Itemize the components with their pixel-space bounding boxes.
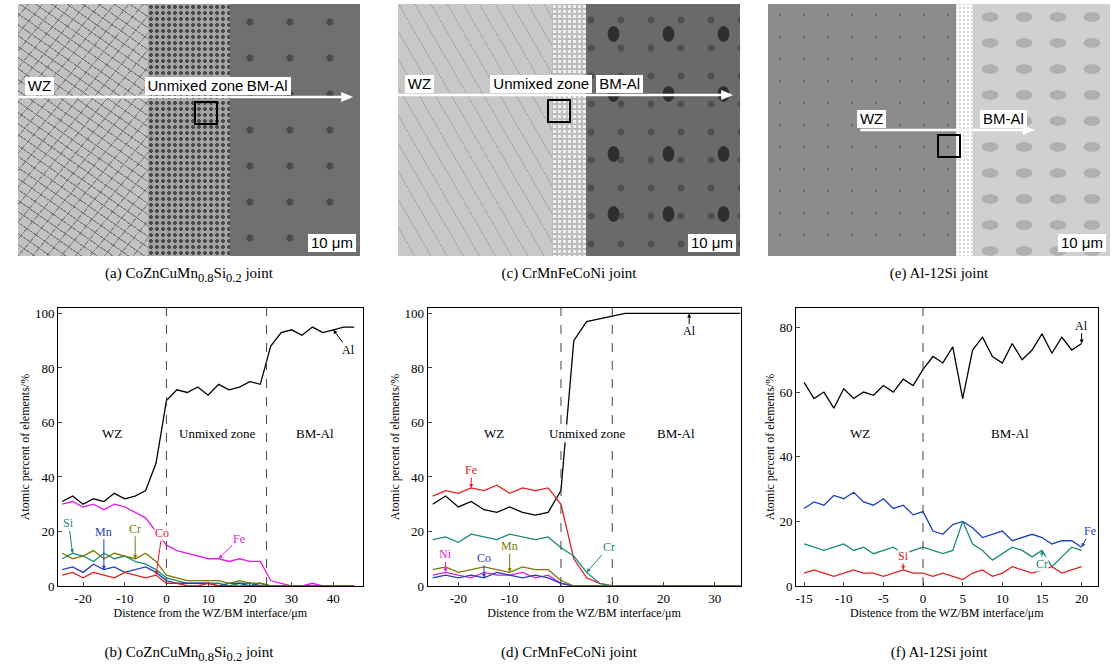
svg-text:Unmixed zone: Unmixed zone [179,426,255,441]
html-text:10 μm: 10 μm [691,234,733,251]
html-text:(c) CrMnFeCoNi joint: (c) CrMnFeCoNi joint [501,265,637,281]
svg-text:30: 30 [708,591,721,606]
svg-text:WZ: WZ [484,426,504,441]
html-text:(b) CoZnCuMn0.8Si0.2joint: (b) CoZnCuMn0.8Si0.2joint [104,644,274,664]
svg-text:-10: -10 [501,591,518,606]
svg-text:BM-Al: BM-Al [296,426,334,441]
svg-text:BM-Al: BM-Al [657,426,695,441]
svg-text:0: 0 [163,591,170,606]
svg-text:0: 0 [48,579,55,594]
svg-text:Mn: Mn [501,539,518,553]
html-text:(d) CrMnFeCoNi joint: (d) CrMnFeCoNi joint [501,644,637,660]
svg-text:0: 0 [786,579,793,594]
svg-text:-10: -10 [116,591,133,606]
svg-text:Distence from the WZ/BM interf: Distence from the WZ/BM interface/μm [487,606,681,620]
svg-text:100: 100 [405,306,425,321]
svg-text:60: 60 [41,415,54,430]
svg-text:Distence from the WZ/BM interf: Distence from the WZ/BM interface/μm [850,606,1044,620]
svg-text:WZ: WZ [102,426,122,441]
svg-text:10: 10 [996,591,1009,606]
svg-text:20: 20 [411,524,424,539]
svg-text:100: 100 [35,306,55,321]
svg-text:0: 0 [558,591,565,606]
svg-text:-20: -20 [450,591,467,606]
svg-text:Fe: Fe [1084,524,1096,538]
svg-text:Co: Co [155,526,169,540]
svg-text:Atomic percent of elements/%: Atomic percent of elements/% [388,374,402,520]
svg-text:Cr: Cr [129,522,141,536]
svg-text:Mn: Mn [95,525,112,539]
svg-text:Cr: Cr [1036,557,1048,571]
svg-text:80: 80 [411,361,424,376]
svg-text:20: 20 [41,524,54,539]
svg-text:Ni: Ni [439,547,452,561]
svg-text:-5: -5 [878,591,889,606]
svg-text:20: 20 [780,514,793,529]
svg-text:80: 80 [41,361,54,376]
svg-text:Al: Al [683,324,696,338]
html-text:Unmixed zone: Unmixed zone [493,75,590,92]
svg-text:40: 40 [41,470,54,485]
html-text:10 μm: 10 μm [311,234,353,251]
svg-text:60: 60 [411,415,424,430]
svg-text:WZ: WZ [850,426,870,441]
svg-text:Fe: Fe [465,463,477,477]
svg-text:BM-Al: BM-Al [991,426,1029,441]
svg-text:20: 20 [243,591,256,606]
svg-text:-20: -20 [74,591,91,606]
html-text:10 μm: 10 μm [1061,234,1103,251]
svg-text:Co: Co [477,551,491,565]
html-text:WZ: WZ [859,110,884,127]
svg-text:Si: Si [63,516,74,530]
html-text:(f) Al-12Si joint: (f) Al-12Si joint [890,644,988,660]
svg-text:0: 0 [920,591,927,606]
html-text:WZ: WZ [27,77,52,94]
svg-text:0: 0 [418,579,425,594]
html-text:Unmixed zone BM-Al: Unmixed zone BM-Al [147,77,288,94]
svg-text:Fe: Fe [233,532,245,546]
svg-text:10: 10 [606,591,619,606]
svg-text:Cr: Cr [603,540,615,554]
svg-text:20: 20 [657,591,670,606]
svg-text:30: 30 [285,591,298,606]
svg-text:5: 5 [959,591,966,606]
svg-text:Al: Al [1075,319,1088,333]
html-text:BM-Al: BM-Al [599,75,641,92]
svg-text:15: 15 [1035,591,1048,606]
svg-text:-10: -10 [835,591,852,606]
svg-text:Distence from the WZ/BM interf: Distence from the WZ/BM interface/μm [114,606,308,620]
svg-text:Atomic percent of elements/%: Atomic percent of elements/% [18,374,32,520]
html-text:(a) CoZnCuMn0.8Si0.2joint: (a) CoZnCuMn0.8Si0.2joint [105,265,273,285]
svg-text:40: 40 [327,591,340,606]
svg-text:Al: Al [342,343,355,357]
svg-text:40: 40 [411,470,424,485]
html-text:WZ: WZ [407,75,432,92]
svg-text:Atomic percent of elements/%: Atomic percent of elements/% [763,374,777,520]
svg-text:Unmixed zone: Unmixed zone [549,426,625,441]
svg-text:-15: -15 [795,591,812,606]
html-text:(e) Al-12Si joint: (e) Al-12Si joint [889,265,989,281]
svg-text:40: 40 [780,449,793,464]
svg-text:20: 20 [1075,591,1088,606]
html-text:BM-Al: BM-Al [983,110,1024,127]
svg-text:10: 10 [202,591,215,606]
svg-text:60: 60 [780,385,793,400]
svg-text:80: 80 [780,320,793,335]
svg-text:Si: Si [898,549,909,563]
